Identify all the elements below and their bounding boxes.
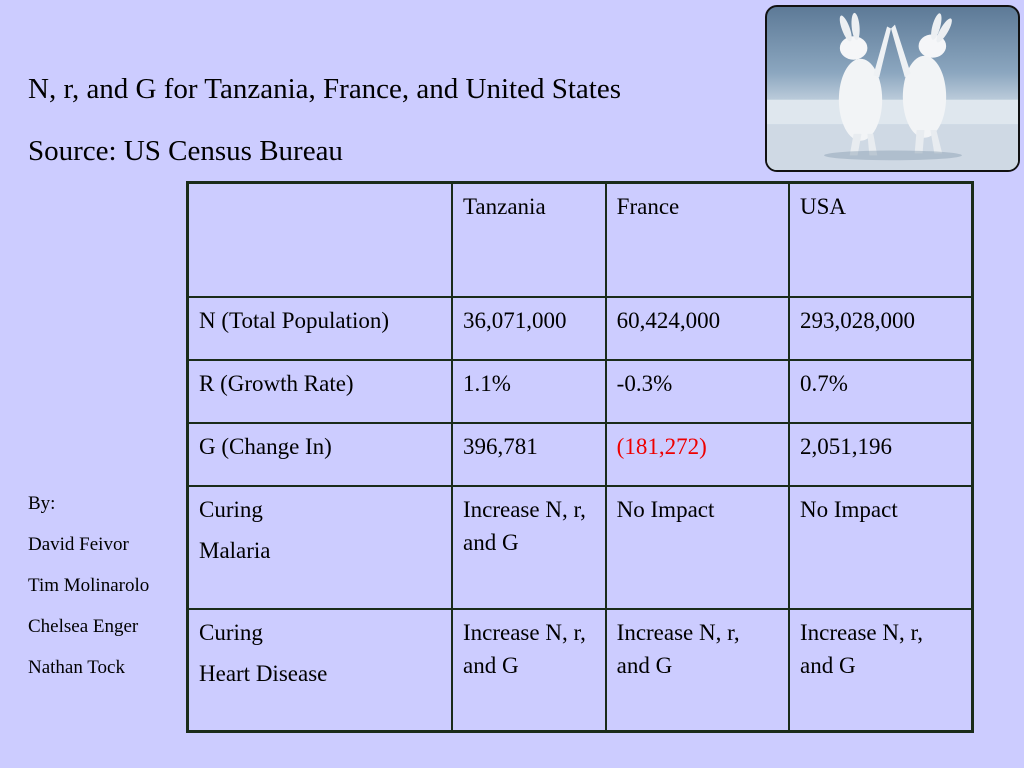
row-label: Curing Heart Disease	[186, 607, 453, 733]
header-cell-france: France	[604, 181, 791, 298]
table-row: R (Growth Rate) 1.1% -0.3% 0.7%	[186, 358, 974, 424]
table-cell: 2,051,196	[788, 421, 974, 487]
row-label: N (Total Population)	[186, 295, 453, 361]
credit-name: Tim Molinarolo	[28, 575, 150, 596]
row-label: G (Change In)	[186, 421, 453, 487]
table-cell: 60,424,000	[604, 295, 791, 361]
table-row: Curing Heart Disease Increase N, r, and …	[186, 607, 974, 733]
credit-name: David Feivor	[28, 534, 129, 555]
table-cell: Increase N, r, and G	[450, 484, 607, 610]
header-cell-empty	[186, 181, 453, 298]
table-cell: No Impact	[788, 484, 974, 610]
table-cell: -0.3%	[604, 358, 791, 424]
table-cell: 1.1%	[450, 358, 607, 424]
header-cell-tanzania: Tanzania	[450, 181, 607, 298]
row-label: Curing Malaria	[186, 484, 453, 610]
table-cell-negative: (181,272)	[604, 421, 791, 487]
table-cell: Increase N, r, and G	[788, 607, 974, 733]
credits-label: By:	[28, 493, 56, 514]
header-cell-usa: USA	[788, 181, 974, 298]
row-label: R (Growth Rate)	[186, 358, 453, 424]
credits: By: David Feivor Tim Molinarolo Chelsea …	[28, 490, 149, 695]
table-cell: Increase N, r, and G	[450, 607, 607, 733]
table-row: Curing Malaria Increase N, r, and G No I…	[186, 484, 974, 610]
table-cell: Increase N, r, and G	[604, 607, 791, 733]
row-label-line: Curing	[199, 619, 263, 645]
table-cell: 36,071,000	[450, 295, 607, 361]
table-cell: 293,028,000	[788, 295, 974, 361]
credit-name: Nathan Tock	[28, 657, 125, 678]
table-row: G (Change In) 396,781 (181,272) 2,051,19…	[186, 421, 974, 487]
credit-name: Chelsea Enger	[28, 616, 139, 637]
row-label-line: Malaria	[199, 537, 271, 563]
table-header-row: Tanzania France USA	[186, 181, 974, 298]
table-cell: 396,781	[450, 421, 607, 487]
table-cell: No Impact	[604, 484, 791, 610]
table-cell: 0.7%	[788, 358, 974, 424]
arctic-hares-photo	[765, 5, 1020, 172]
slide-subtitle: Source: US Census Bureau	[28, 135, 343, 167]
data-table: Tanzania France USA N (Total Population)…	[186, 181, 974, 733]
row-label-line: Heart Disease	[199, 660, 328, 686]
arctic-hares-icon	[767, 12, 1018, 170]
table-row: N (Total Population) 36,071,000 60,424,0…	[186, 295, 974, 361]
slide-title: N, r, and G for Tanzania, France, and Un…	[28, 73, 621, 105]
row-label-line: Curing	[199, 496, 263, 522]
